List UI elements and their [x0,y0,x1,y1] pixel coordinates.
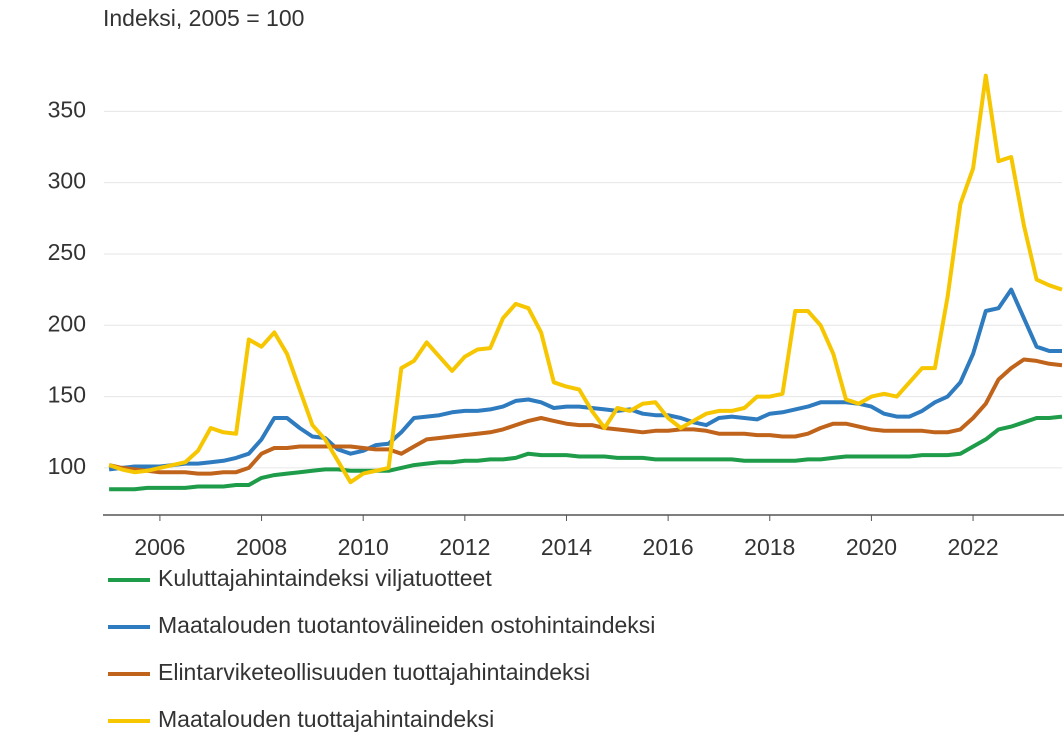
x-tick-label: 2018 [744,534,795,560]
x-tick-label: 2016 [643,534,694,560]
x-tick-label: 2006 [134,534,185,560]
legend-label: Maatalouden tuotantovälineiden ostohinta… [158,612,655,638]
x-tick-label: 2014 [541,534,592,560]
y-tick-label: 100 [48,453,86,479]
series-line [108,287,1062,472]
x-tick-label: 2022 [947,534,998,560]
legend-label: Maatalouden tuottajahintaindeksi [158,706,494,732]
y-tick-label: 200 [48,310,86,336]
series-line [108,357,1063,476]
series-line [109,414,1063,492]
legend-label: Kuluttajahintaindeksi viljatuotteet [158,565,492,591]
y-tick-label: 150 [48,382,86,408]
y-axis-label: Indeksi, 2005 = 100 [103,5,304,31]
y-tick-label: 350 [48,96,86,122]
x-tick-label: 2010 [338,534,389,560]
series-line [108,73,1063,485]
y-tick-label: 300 [48,168,86,194]
x-tick-label: 2012 [439,534,490,560]
legend-label: Elintarviketeollisuuden tuottajahintaind… [158,659,590,685]
y-tick-label: 250 [48,239,86,265]
x-tick-label: 2020 [846,534,897,560]
x-tick-label: 2008 [236,534,287,560]
